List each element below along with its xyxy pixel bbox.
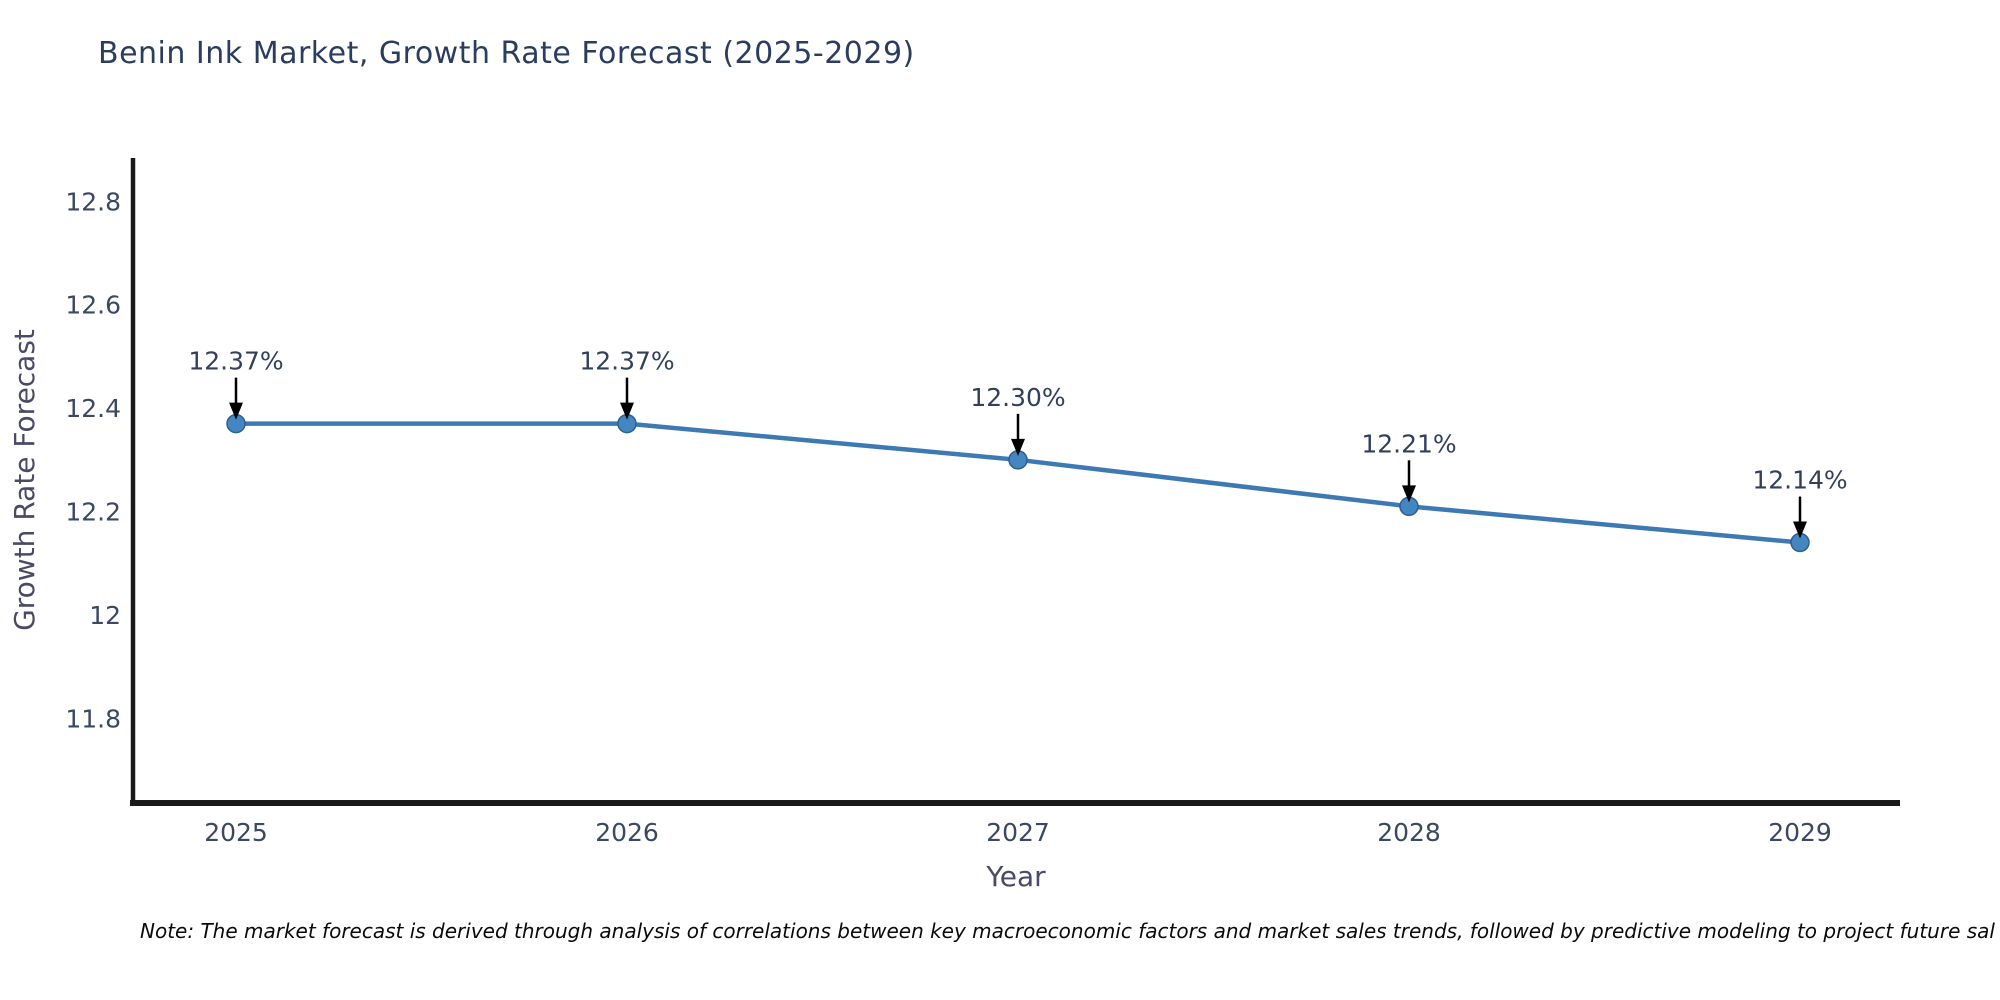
y-tick-label: 12.4 xyxy=(65,394,121,423)
x-tick-label: 2028 xyxy=(1377,818,1441,847)
y-tick-label: 12 xyxy=(89,601,121,630)
y-tick-label: 12.8 xyxy=(65,187,121,216)
annotation-arrowhead xyxy=(1402,485,1416,503)
point-value-label: 12.21% xyxy=(1361,429,1456,458)
footnote: Note: The market forecast is derived thr… xyxy=(140,919,1995,943)
annotation-arrowhead xyxy=(1011,438,1025,456)
chart-title: Benin Ink Market, Growth Rate Forecast (… xyxy=(98,36,915,71)
x-tick-label: 2029 xyxy=(1768,818,1832,847)
x-tick-label: 2025 xyxy=(204,818,268,847)
point-value-label: 12.14% xyxy=(1752,466,1847,495)
point-value-label: 12.37% xyxy=(188,347,283,376)
annotation-arrowhead xyxy=(1793,521,1807,539)
annotation-arrowhead xyxy=(620,402,634,420)
annotation-arrowhead xyxy=(229,402,243,420)
y-tick-label: 12.2 xyxy=(65,498,121,527)
point-value-label: 12.30% xyxy=(970,383,1065,412)
x-tick-label: 2027 xyxy=(986,818,1050,847)
x-axis-title: Year xyxy=(986,860,1046,893)
y-tick-label: 12.6 xyxy=(65,291,121,320)
point-value-label: 12.37% xyxy=(579,347,674,376)
y-tick-label: 11.8 xyxy=(65,704,121,733)
x-tick-label: 2026 xyxy=(595,818,659,847)
